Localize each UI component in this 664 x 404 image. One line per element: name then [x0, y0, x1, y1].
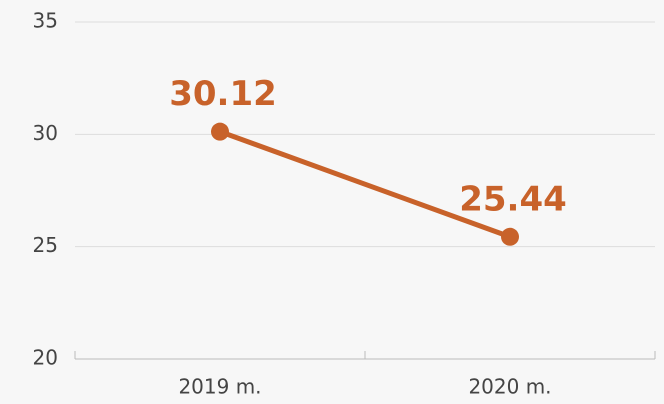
data-label: 30.12: [169, 74, 277, 114]
y-tick-label: 20: [33, 346, 58, 370]
y-tick-label: 35: [33, 9, 58, 33]
point: [211, 122, 229, 141]
y-tick-label: 30: [33, 121, 58, 145]
y-tick-label: 25: [33, 233, 58, 257]
line: [219, 129, 511, 240]
point: [501, 227, 519, 246]
x-tick-label: 2019 m.: [178, 375, 261, 399]
x-tick-label: 2020 m.: [468, 375, 551, 399]
data-label: 25.44: [459, 179, 567, 219]
